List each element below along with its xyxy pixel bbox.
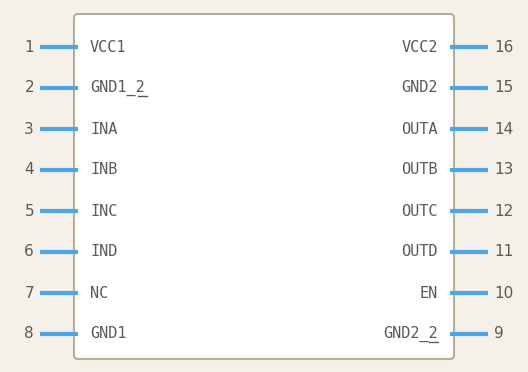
Text: 4: 4 (24, 163, 34, 177)
Text: 13: 13 (494, 163, 513, 177)
Text: GND2_2: GND2_2 (383, 326, 438, 342)
Text: INA: INA (90, 122, 117, 137)
Text: GND1_2: GND1_2 (90, 80, 145, 96)
Text: GND2: GND2 (401, 80, 438, 96)
Text: INB: INB (90, 163, 117, 177)
Text: VCC1: VCC1 (90, 39, 127, 55)
Text: OUTD: OUTD (401, 244, 438, 260)
Text: 2: 2 (24, 80, 34, 96)
Text: 6: 6 (24, 244, 34, 260)
Text: VCC2: VCC2 (401, 39, 438, 55)
Text: 3: 3 (24, 122, 34, 137)
Text: EN: EN (420, 285, 438, 301)
Text: 14: 14 (494, 122, 513, 137)
Text: GND1: GND1 (90, 327, 127, 341)
Text: 8: 8 (24, 327, 34, 341)
Text: 15: 15 (494, 80, 513, 96)
Text: 1: 1 (24, 39, 34, 55)
Text: 7: 7 (24, 285, 34, 301)
Text: OUTA: OUTA (401, 122, 438, 137)
Text: OUTC: OUTC (401, 203, 438, 218)
Text: OUTB: OUTB (401, 163, 438, 177)
Text: 10: 10 (494, 285, 513, 301)
Text: NC: NC (90, 285, 108, 301)
FancyBboxPatch shape (74, 14, 454, 359)
Text: 12: 12 (494, 203, 513, 218)
Text: 11: 11 (494, 244, 513, 260)
Text: IND: IND (90, 244, 117, 260)
Text: INC: INC (90, 203, 117, 218)
Text: 16: 16 (494, 39, 513, 55)
Text: 5: 5 (24, 203, 34, 218)
Text: 9: 9 (494, 327, 504, 341)
